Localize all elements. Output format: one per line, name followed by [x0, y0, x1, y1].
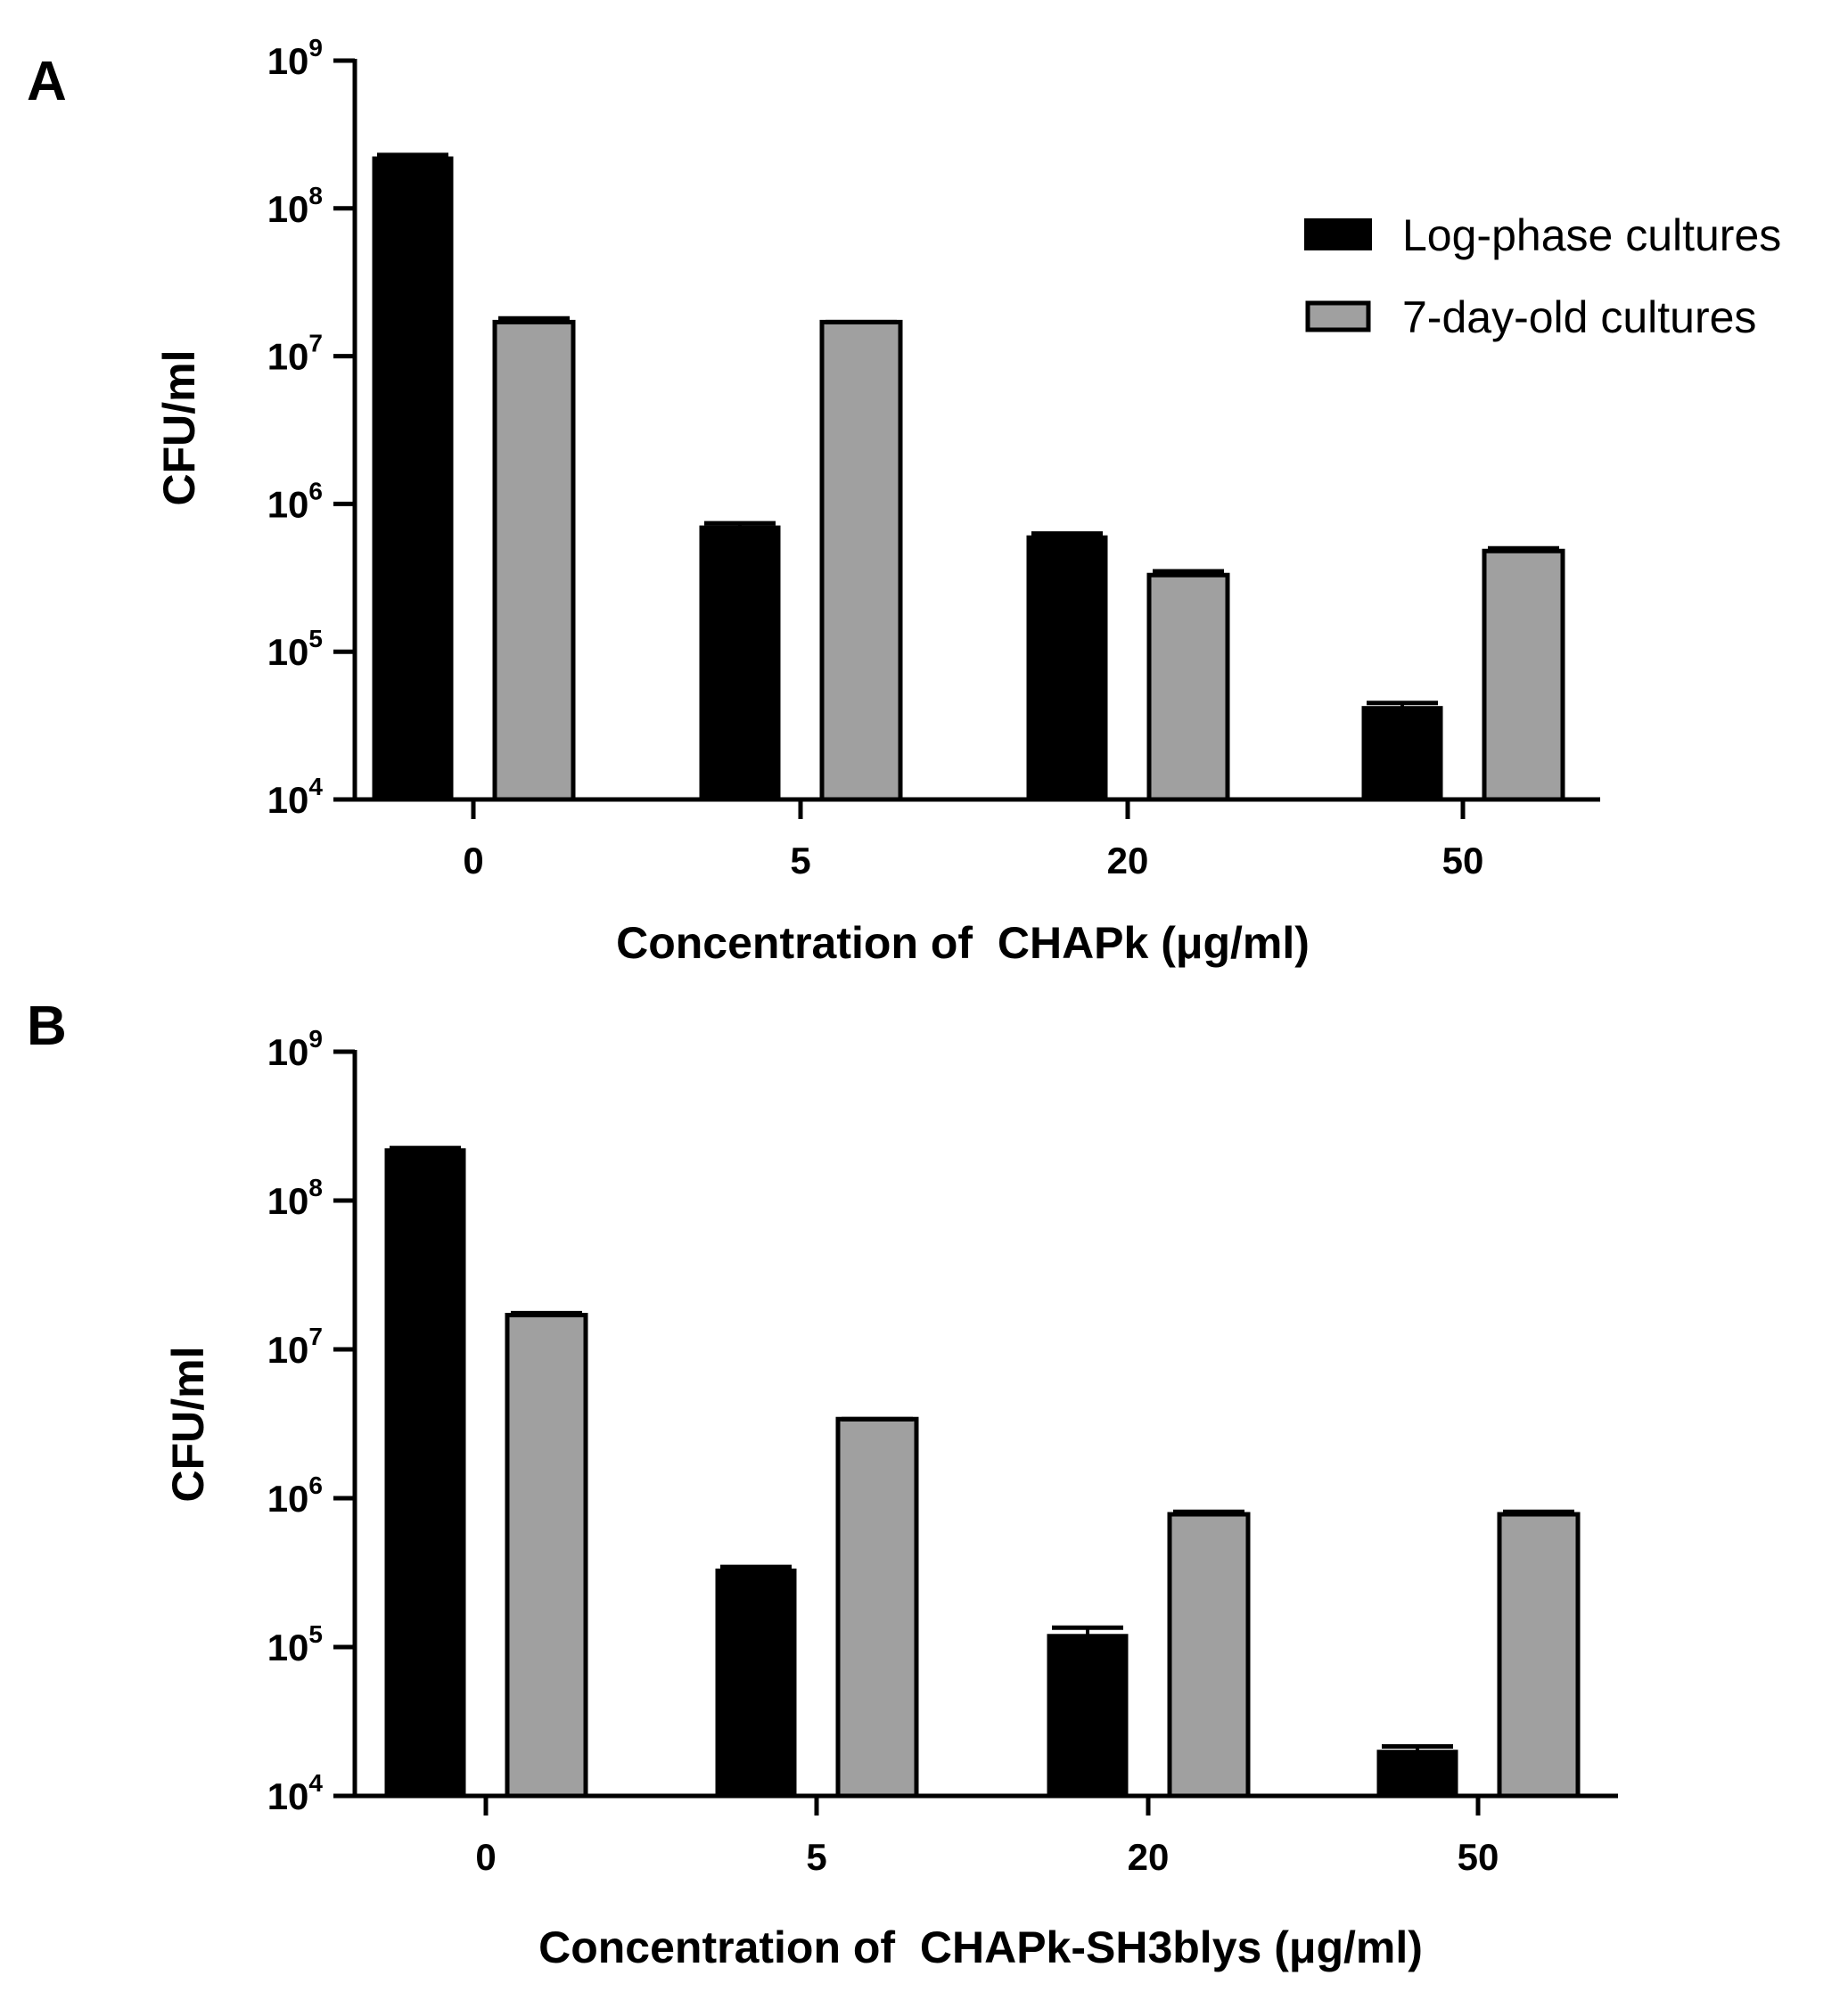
- panel-a-y-tick-label-1: 105: [267, 625, 323, 673]
- panel-b-bar-log-phase-5: [715, 1568, 797, 1798]
- panel-a-x-axis-title: Concentration of CHAPk (μg/ml): [616, 918, 1310, 968]
- panel-a-y-tick-label-4: 108: [267, 182, 323, 230]
- panel-a-y-tick-label-2: 106: [267, 477, 323, 525]
- panel-a-label: A: [27, 51, 67, 112]
- legend-swatch-log-phase: [1304, 218, 1372, 250]
- panel-a-bar-7-day-old-20: [1146, 572, 1230, 802]
- panel-a-x-tick-label-20: 20: [1107, 840, 1149, 881]
- panel-b-y-tick-label-1: 105: [267, 1620, 323, 1668]
- panel-a-bar-7-day-old-50: [1482, 548, 1565, 802]
- panel-a-y-axis-title: CFU/ml: [154, 350, 204, 506]
- panel-a-y-tick-label-5: 109: [267, 34, 323, 82]
- panel-b-x-tick-label-0: 0: [475, 1836, 496, 1878]
- panel-a-bar-log-phase-50: [1361, 706, 1443, 801]
- panel-b-axes: [333, 1049, 1618, 1816]
- panel-a: A 104 105 106 107 108 109 0 5 20 50 CFU/ml Conce…: [27, 34, 1781, 968]
- panel-b-bar-7-day-old-20: [1167, 1512, 1251, 1799]
- panel-b-x-tick-label-50: 50: [1458, 1836, 1499, 1878]
- panel-a-x-tick-label-0: 0: [463, 840, 483, 881]
- panel-a-y-tick-label-3: 107: [267, 330, 323, 378]
- panel-a-x-tick-label-50: 50: [1442, 840, 1484, 881]
- panel-b-x-tick-labels: 0 5 20 50: [475, 1836, 1499, 1878]
- panel-a-x-tick-label-5: 5: [790, 840, 810, 881]
- legend-label-log-phase: Log-phase cultures: [1402, 210, 1781, 260]
- panel-b-label: B: [27, 996, 67, 1057]
- panel-b-y-tick-label-4: 108: [267, 1174, 323, 1222]
- panel-b-bar-log-phase-20: [1047, 1634, 1129, 1798]
- panel-b-y-tick-label-3: 107: [267, 1323, 323, 1371]
- panel-a-bar-7-day-old-5: [819, 319, 903, 802]
- panel-a-bar-log-phase-0: [372, 156, 454, 801]
- panel-a-bar-7-day-old-0: [492, 319, 576, 802]
- panel-a-bar-log-phase-5: [699, 525, 781, 801]
- panel-a-bar-log-phase-20: [1026, 535, 1108, 801]
- panel-b: B 104 105 106 107 108 109 0 5 20 50 CFU/ml Conce…: [27, 996, 1618, 1972]
- panel-b-y-axis-title: CFU/ml: [163, 1347, 213, 1503]
- panel-b-bar-7-day-old-50: [1497, 1512, 1581, 1799]
- panel-b-x-tick-label-20: 20: [1128, 1836, 1170, 1878]
- panel-a-axes: [333, 58, 1600, 819]
- panel-b-bars: [384, 1145, 1581, 1799]
- panel-b-bar-7-day-old-0: [505, 1313, 588, 1799]
- panel-b-bar-log-phase-50: [1376, 1750, 1458, 1798]
- panel-b-bar-7-day-old-5: [835, 1416, 919, 1799]
- panel-b-x-axis-title: Concentration of CHAPk-SH3blys (μg/ml): [538, 1922, 1423, 1972]
- panel-b-y-tick-labels: 104 105 106 107 108 109: [267, 1025, 324, 1817]
- panel-a-bars: [372, 152, 1565, 802]
- panel-b-y-tick-label-2: 106: [267, 1471, 323, 1520]
- legend-swatch-7-day-old: [1305, 300, 1371, 332]
- panel-a-y-tick-labels: 104 105 106 107 108 109: [267, 34, 324, 821]
- panel-a-y-tick-label-0: 104: [267, 773, 324, 821]
- legend-label-7-day-old: 7-day-old cultures: [1402, 292, 1756, 342]
- panel-b-x-tick-label-5: 5: [806, 1836, 826, 1878]
- panel-b-y-tick-label-0: 104: [267, 1769, 324, 1817]
- panel-a-x-tick-labels: 0 5 20 50: [463, 840, 1483, 881]
- panel-b-y-tick-label-5: 109: [267, 1025, 323, 1073]
- panel-b-bar-log-phase-0: [384, 1148, 466, 1798]
- panel-a-legend: Log-phase cultures 7-day-old cultures: [1304, 210, 1781, 342]
